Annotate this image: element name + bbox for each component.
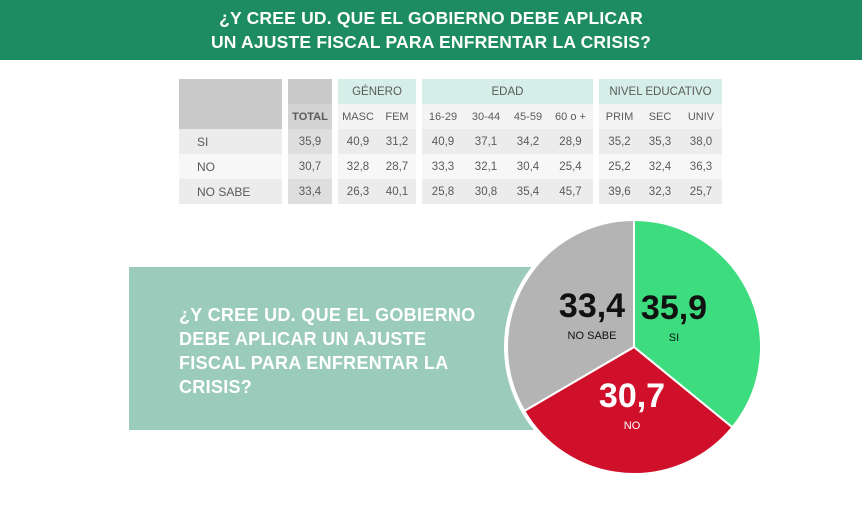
pie-value-label: 35,9 bbox=[641, 289, 707, 327]
row-label: NO SABE bbox=[179, 179, 282, 204]
table-cell: 39,6 bbox=[599, 179, 640, 204]
pie-value-label: 33,4 bbox=[559, 287, 625, 325]
column-header-univ: UNIV bbox=[680, 104, 722, 129]
column-header-fem: FEM bbox=[378, 104, 416, 129]
column-header-30-44: 30-44 bbox=[464, 104, 508, 129]
table-cell: 35,3 bbox=[640, 129, 680, 154]
header-title-line1: ¿Y CREE UD. QUE EL GOBIERNO DEBE APLICAR bbox=[219, 8, 643, 28]
table-cell: 30,7 bbox=[288, 154, 332, 179]
table-cell: 36,3 bbox=[680, 154, 722, 179]
table-row: NO 30,7 32,8 28,7 33,3 32,1 30,4 25,4 25… bbox=[179, 154, 722, 179]
table-cell: 25,7 bbox=[680, 179, 722, 204]
group-header-nivel: NIVEL EDUCATIVO bbox=[599, 79, 722, 104]
header-title-line2: UN AJUSTE FISCAL PARA ENFRENTAR LA CRISI… bbox=[210, 32, 652, 52]
table-cell: 26,3 bbox=[338, 179, 378, 204]
pie-value-label: 30,7 bbox=[599, 377, 665, 415]
table-cell: 40,1 bbox=[378, 179, 416, 204]
question-text: ¿Y CREE UD. QUE EL GOBIERNO DEBE APLICAR… bbox=[179, 305, 476, 397]
column-header-masc: MASC bbox=[338, 104, 378, 129]
table-cell: 32,4 bbox=[640, 154, 680, 179]
table-row: NO SABE 33,4 26,3 40,1 25,8 30,8 35,4 45… bbox=[179, 179, 722, 204]
table-row: SI 35,9 40,9 31,2 40,9 37,1 34,2 28,9 35… bbox=[179, 129, 722, 154]
pie-category-label: NO SABE bbox=[568, 330, 617, 342]
pie-slice-no bbox=[522, 345, 734, 475]
table-cell: 35,4 bbox=[508, 179, 548, 204]
table-cell: 35,2 bbox=[599, 129, 640, 154]
table-cell: 30,4 bbox=[508, 154, 548, 179]
question-box: ¿Y CREE UD. QUE EL GOBIERNO DEBE APLICAR… bbox=[129, 267, 569, 430]
column-header-sec: SEC bbox=[640, 104, 680, 129]
table-cell: 37,1 bbox=[464, 129, 508, 154]
pie-category-label: SI bbox=[669, 332, 679, 344]
table-cell: 34,2 bbox=[508, 129, 548, 154]
table-cell: 25,8 bbox=[422, 179, 464, 204]
table-cell: 25,2 bbox=[599, 154, 640, 179]
table-cell: 32,3 bbox=[640, 179, 680, 204]
table-cell: 32,1 bbox=[464, 154, 508, 179]
table-cell: 33,3 bbox=[422, 154, 464, 179]
table-cell: 32,8 bbox=[338, 154, 378, 179]
pie-slices bbox=[506, 218, 762, 475]
row-label: SI bbox=[179, 129, 282, 154]
pie-labels: 35,9 SI 30,7 NO 33,4 NO SABE bbox=[559, 287, 707, 432]
column-header-60-plus: 60 o + bbox=[548, 104, 593, 129]
row-label: NO bbox=[179, 154, 282, 179]
table-cell: 35,9 bbox=[288, 129, 332, 154]
group-header-edad: EDAD bbox=[422, 79, 593, 104]
crosstab-table: GÉNERO EDAD NIVEL EDUCATIVO TOTAL MASC F… bbox=[179, 79, 722, 204]
table-cell: 33,4 bbox=[288, 179, 332, 204]
group-header-genero: GÉNERO bbox=[338, 79, 416, 104]
column-header-prim: PRIM bbox=[599, 104, 640, 129]
table-cell: 28,9 bbox=[548, 129, 593, 154]
column-header-45-59: 45-59 bbox=[508, 104, 548, 129]
table-cell: 40,9 bbox=[422, 129, 464, 154]
pie-slice-no-sabe bbox=[506, 218, 635, 413]
table-cell: 31,2 bbox=[378, 129, 416, 154]
table-corner bbox=[179, 79, 282, 129]
column-header-16-29: 16-29 bbox=[422, 104, 464, 129]
table-cell: 45,7 bbox=[548, 179, 593, 204]
pie-category-label: NO bbox=[624, 420, 641, 432]
header-banner: ¿Y CREE UD. QUE EL GOBIERNO DEBE APLICAR… bbox=[0, 0, 862, 60]
table-cell: 40,9 bbox=[338, 129, 378, 154]
table-cell: 28,7 bbox=[378, 154, 416, 179]
column-header-total: TOTAL bbox=[288, 104, 332, 129]
table-cell: 25,4 bbox=[548, 154, 593, 179]
table-cell: 30,8 bbox=[464, 179, 508, 204]
total-header-top bbox=[288, 79, 332, 104]
pie-slice-si bbox=[633, 218, 762, 429]
table-cell: 38,0 bbox=[680, 129, 722, 154]
